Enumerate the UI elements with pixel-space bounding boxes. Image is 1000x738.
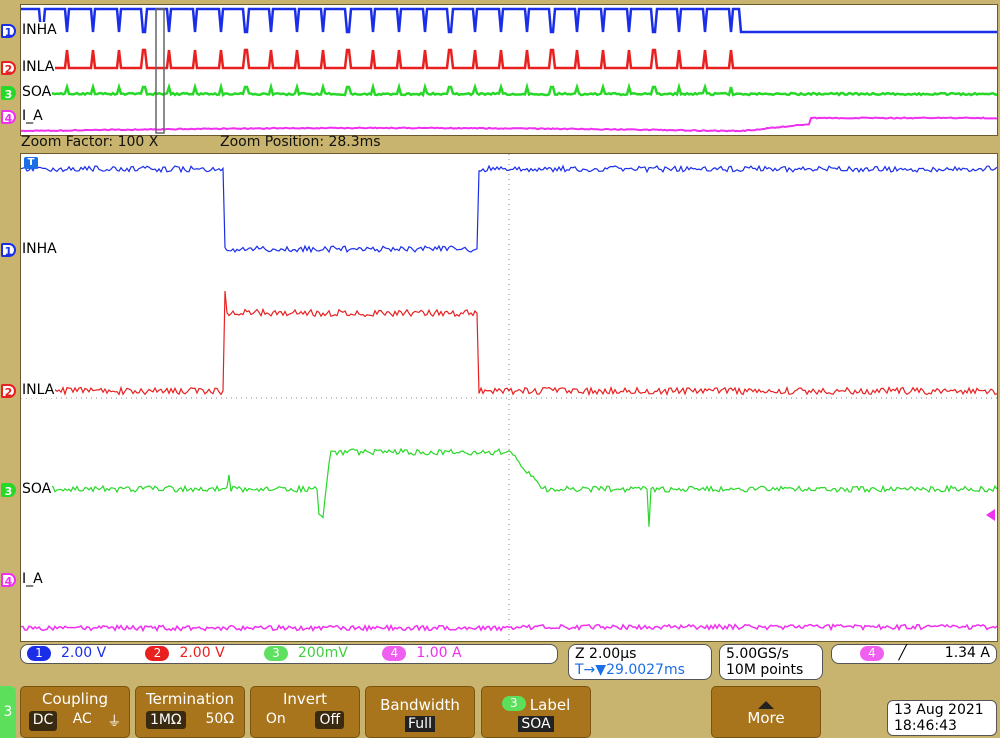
- invert-button[interactable]: Invert On Off: [250, 686, 360, 738]
- termination-title: Termination: [136, 690, 244, 708]
- ch2-marker[interactable]: 2: [1, 384, 16, 398]
- trigger-readout[interactable]: 4 ╱ 1.34 A: [831, 644, 997, 664]
- overview-ch1-label: INHA: [21, 22, 58, 38]
- overview-ch4-label: I_A: [21, 108, 44, 124]
- ch4-label: I_A: [21, 571, 44, 587]
- overview-waveforms: [21, 5, 997, 135]
- trigger-position-prefix: T→▼: [575, 662, 606, 678]
- overview-ch3-trace: [21, 87, 997, 95]
- coupling-title: Coupling: [21, 690, 129, 708]
- trigger-position: 29.0027ms: [606, 662, 685, 678]
- ch3-scale[interactable]: 3 200mV: [254, 645, 368, 661]
- zoom-factor: Zoom Factor: 100 X: [21, 134, 158, 150]
- rising-edge-icon: ╱: [898, 645, 906, 661]
- label-button[interactable]: 3 Label SOA: [481, 686, 591, 738]
- overview-ch1-trace: [21, 9, 997, 32]
- trigger-level-marker-icon[interactable]: [986, 509, 995, 521]
- trigger-level: 1.34 A: [945, 645, 990, 661]
- ch4-marker[interactable]: 4: [1, 573, 16, 587]
- coupling-button[interactable]: Coupling DC AC ⏚: [20, 686, 130, 738]
- overview-ch2-label: INLA: [21, 59, 55, 75]
- ch3-marker[interactable]: 3: [1, 483, 16, 497]
- overview-ch4-trace: [21, 118, 997, 132]
- termination-50[interactable]: 50Ω: [206, 711, 235, 729]
- label-channel: 3: [502, 696, 526, 711]
- overview-ch3-marker[interactable]: 3: [1, 86, 16, 100]
- datetime-display: 13 Aug 2021 18:46:43: [887, 700, 997, 736]
- invert-title: Invert: [251, 690, 359, 708]
- ch4-scale[interactable]: 4 1.00 A: [372, 645, 461, 661]
- record-length: 10M points: [726, 662, 816, 678]
- acquisition-readout[interactable]: 5.00GS/s 10M points: [719, 644, 823, 680]
- ch2-label: INLA: [21, 382, 55, 398]
- overview-ch3-label: SOA: [21, 84, 52, 100]
- ground-icon[interactable]: ⏚: [107, 711, 121, 731]
- bandwidth-button[interactable]: Bandwidth Full: [365, 686, 475, 738]
- ch3-trace: [21, 449, 997, 527]
- invert-off[interactable]: Off: [315, 711, 344, 729]
- more-label: More: [712, 709, 820, 727]
- ch2-scale[interactable]: 2 2.00 V: [135, 645, 249, 661]
- more-button[interactable]: More: [711, 686, 821, 738]
- coupling-dc[interactable]: DC: [29, 711, 58, 731]
- termination-button[interactable]: Termination 1MΩ 50Ω: [135, 686, 245, 738]
- coupling-ac[interactable]: AC: [73, 711, 92, 731]
- zoom-position: Zoom Position: 28.3ms: [220, 134, 381, 150]
- date: 13 Aug 2021: [894, 702, 990, 718]
- overview-ch4-marker[interactable]: 4: [1, 110, 16, 124]
- bandwidth-value: Full: [405, 716, 435, 732]
- invert-on[interactable]: On: [266, 711, 286, 729]
- ch3-label: SOA: [21, 481, 52, 497]
- timebase-readout[interactable]: Z 2.00µs T→▼29.0027ms: [568, 644, 712, 680]
- termination-1m[interactable]: 1MΩ: [146, 711, 186, 729]
- time: 18:46:43: [894, 718, 990, 734]
- overview-ch1-marker[interactable]: 1: [1, 24, 16, 38]
- sample-rate: 5.00GS/s: [726, 646, 816, 662]
- trigger-source: 4: [860, 646, 884, 661]
- ch1-label: INHA: [21, 241, 58, 257]
- bandwidth-title: Bandwidth: [366, 696, 474, 714]
- zoom-scale: Z 2.00µs: [575, 646, 705, 662]
- label-title: Label: [530, 696, 570, 714]
- zoom-window-box[interactable]: [156, 9, 164, 133]
- channel-scale-bar: 1 2.00 V 2 2.00 V 3 200mV 4 1.00 A: [20, 644, 558, 664]
- overview-waveform-display: [20, 4, 998, 136]
- label-value: SOA: [518, 716, 553, 732]
- zoom-waveform-display: [20, 153, 998, 642]
- overview-ch2-marker[interactable]: 2: [1, 61, 16, 75]
- ch2-trace: [21, 291, 997, 394]
- up-arrow-icon: [758, 701, 774, 709]
- ch1-scale[interactable]: 1 2.00 V: [21, 645, 131, 661]
- ch1-marker[interactable]: 1: [1, 243, 16, 257]
- overview-ch2-trace: [21, 50, 997, 68]
- channel-menu-tab[interactable]: 3: [0, 686, 16, 738]
- zoom-waveforms: [21, 154, 997, 641]
- trigger-position-marker[interactable]: T: [24, 157, 38, 169]
